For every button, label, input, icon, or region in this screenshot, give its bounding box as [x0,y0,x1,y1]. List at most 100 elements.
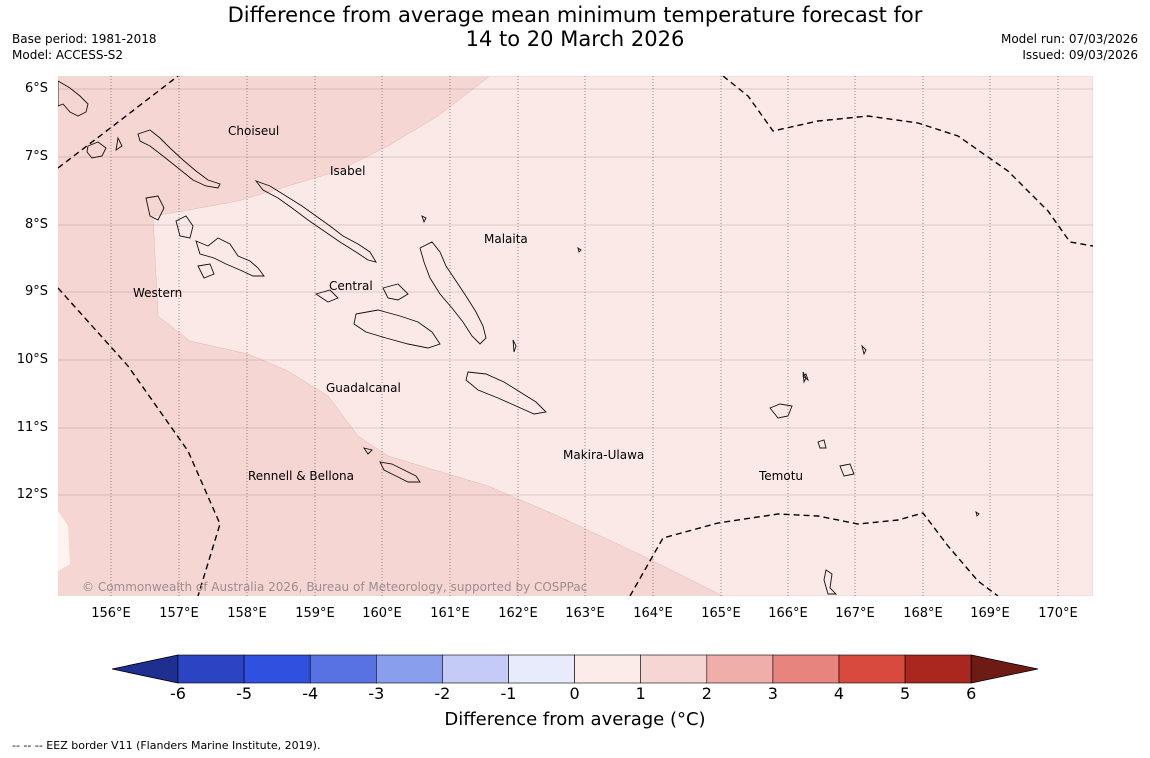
colorbar-extend-low [111,654,179,684]
region-label-central: Central [329,279,373,293]
colorbar-extend-high [970,654,1039,684]
lon-label: 165°E [701,606,741,621]
vella-lavella-island [145,195,165,221]
lat-label: 6°S [24,81,48,96]
lon-label: 170°E [1038,606,1078,621]
bougainville-island [58,80,89,117]
base-info: Base period: 1981-2018 Model: ACCESS-S2 [12,31,157,63]
colorbar-tick-label: -1 [500,684,517,703]
colorbar-tick-label: 0 [569,684,580,703]
new-georgia-island [175,215,265,277]
rennell-island [362,447,421,483]
sikaiana-atoll [577,246,582,253]
region-label-malaita: Malaita [484,232,528,246]
colorbar [111,654,1039,684]
map-title: Difference from average mean minimum tem… [0,3,1150,51]
copyright-notice: © Commonwealth of Australia 2026, Bureau… [82,580,588,594]
malaita-island [419,241,487,345]
title-line-2: 14 to 20 March 2026 [465,27,685,51]
colorbar-segment [574,654,642,684]
region-label-isabel: Isabel [330,164,366,178]
colorbar-tick-label: 3 [767,684,778,703]
region-label-guadalcanal: Guadalcanal [326,381,401,395]
lon-label: 161°E [430,606,470,621]
lon-label: 157°E [159,606,199,621]
colorbar-segment [706,654,774,684]
rendova-island [197,263,215,279]
colorbar-segment [177,654,245,684]
lon-label: 169°E [970,606,1010,621]
colorbar-tick-label: 6 [966,684,977,703]
colorbar-segment [243,654,311,684]
lat-label: 11°S [16,420,48,435]
lat-label: 12°S [16,487,48,502]
colorbar-tick-label: -2 [434,684,451,703]
run-info: Model run: 07/03/2026 Issued: 09/03/2026 [1001,31,1138,63]
colorbar-segment [508,654,575,684]
guadalcanal-island [353,309,441,349]
grid-lines [58,76,1093,596]
lon-label: 159°E [295,606,335,621]
colorbar-tick-label: -5 [236,684,253,703]
lon-label: 167°E [835,606,875,621]
colorbar-label-close: ) [698,709,706,730]
colorbar-tick-label: 4 [833,684,845,703]
lon-label: 168°E [903,606,943,621]
lon-label: 163°E [565,606,605,621]
lon-label: 162°E [498,606,538,621]
colorbar-svg [111,654,1039,684]
region-label-choiseul: Choiseul [228,124,280,138]
lon-label: 166°E [768,606,808,621]
lat-label: 8°S [24,217,48,232]
colorbar-label-text: Difference from average ( [444,709,677,730]
colorbar-segment [309,654,377,684]
model-name: Model: ACCESS-S2 [12,48,124,62]
title-line-1: Difference from average mean minimum tem… [227,3,923,27]
colorbar-tick-label: 5 [900,684,911,703]
choiseul-island [137,129,221,189]
region-label-temotu: Temotu [759,469,804,483]
ontong-java-atoll [421,215,427,224]
eez-legend-note: -- -- -- EEZ border V11 (Flanders Marine… [12,739,321,752]
region-label-western: Western [133,286,183,300]
lon-label: 156°E [91,606,131,621]
forecast-map [58,76,1093,596]
shortland-islands [86,136,123,159]
colorbar-tick-label: 2 [701,684,712,703]
colorbar-segment [772,654,840,684]
reef-islands [512,339,807,384]
region-label-rennell-bellona: Rennell & Bellona [248,469,355,483]
lon-label: 158°E [227,606,267,621]
colorbar-segment [640,654,708,684]
makira-island [465,371,547,415]
colorbar-segment [904,654,972,684]
colorbar-segment [838,654,906,684]
colorbar-tick-label: -6 [170,684,186,703]
colorbar-label-unit: °C [676,709,699,730]
lon-label: 164°E [633,606,673,621]
anomaly-band-light-edge [58,511,70,571]
isabel-island [254,180,377,263]
duff-islands [861,344,867,356]
base-period: Base period: 1981-2018 [12,32,157,46]
lat-label: 9°S [24,284,48,299]
florida-islands [314,283,409,303]
colorbar-label: Difference from average (°C) [0,709,1150,730]
santa-cruz-islands [769,373,855,477]
islands [58,80,980,595]
colorbar-tick-label: -3 [368,684,385,703]
eez-borders [58,76,1093,596]
colorbar-segment [375,654,443,684]
colorbar-tick-label: -4 [302,684,319,703]
colorbar-tick-label: 1 [635,684,646,703]
model-run: Model run: 07/03/2026 [1000,32,1138,46]
lat-label: 7°S [24,149,48,164]
issued-date: Issued: 09/03/2026 [1022,48,1138,62]
anomaly-band-0-1 [152,76,1093,596]
colorbar-segment [442,654,509,684]
lat-label: 10°S [16,352,48,367]
anuta-island [975,510,980,517]
map-svg [58,76,1093,596]
region-label-makira-ulawa: Makira-Ulawa [563,448,645,462]
vanikoro-island [823,569,838,595]
